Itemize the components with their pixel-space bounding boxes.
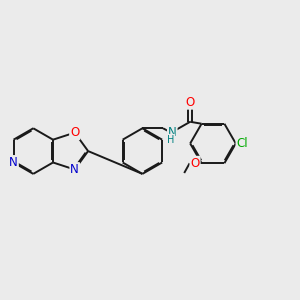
- Text: Cl: Cl: [236, 137, 248, 150]
- Text: O: O: [190, 157, 200, 170]
- Text: N: N: [168, 126, 177, 139]
- Text: H: H: [167, 135, 174, 145]
- Text: O: O: [70, 126, 79, 139]
- Text: N: N: [9, 156, 18, 169]
- Text: O: O: [186, 96, 195, 109]
- Text: N: N: [70, 163, 79, 176]
